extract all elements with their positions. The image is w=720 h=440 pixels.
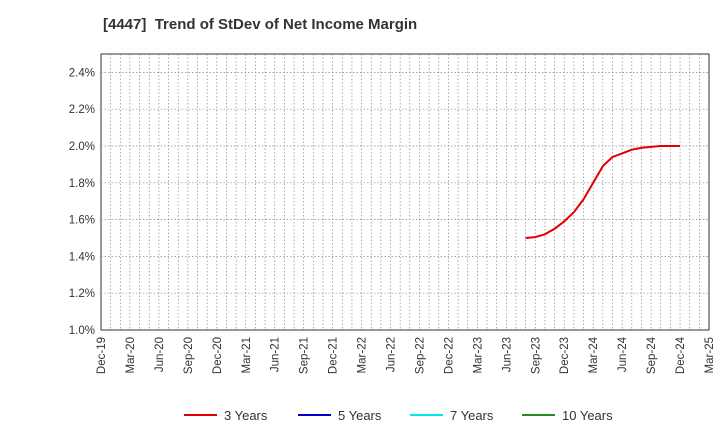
legend-label: 5 Years bbox=[338, 408, 382, 423]
y-axis-tick-labels: 1.0% 1.2% 1.4% 1.6% 1.8% 2.0% 2.2% 2.4% bbox=[69, 67, 95, 337]
x-tick-label: Dec-21 bbox=[328, 337, 340, 374]
y-tick-label: 2.2% bbox=[69, 104, 95, 116]
vertical-gridlines bbox=[110, 54, 700, 330]
x-tick-label: Mar-23 bbox=[472, 337, 484, 373]
x-tick-label: Jun-20 bbox=[154, 337, 166, 372]
x-tick-label: Mar-22 bbox=[357, 337, 369, 373]
x-tick-label: Mar-21 bbox=[241, 337, 253, 373]
plot-area bbox=[100, 53, 710, 331]
x-tick-label: Sep-24 bbox=[646, 336, 658, 374]
x-tick-label: Jun-24 bbox=[617, 336, 629, 372]
x-tick-label: Dec-20 bbox=[212, 337, 224, 374]
x-tick-label: Mar-24 bbox=[588, 336, 600, 373]
x-tick-label: Sep-20 bbox=[183, 337, 195, 374]
x-tick-label: Mar-20 bbox=[125, 337, 137, 373]
x-tick-label: Sep-21 bbox=[299, 337, 311, 374]
x-tick-label: Jun-23 bbox=[501, 337, 513, 372]
y-tick-label: 1.2% bbox=[69, 288, 95, 300]
y-tick-label: 1.4% bbox=[69, 251, 95, 263]
y-tick-label: 1.6% bbox=[69, 215, 95, 227]
x-tick-label: Jun-22 bbox=[386, 337, 398, 372]
y-tick-label: 2.0% bbox=[69, 141, 95, 153]
x-tick-label: Dec-24 bbox=[675, 336, 687, 374]
series-line bbox=[525, 145, 680, 239]
chart-title: [4447] Trend of StDev of Net Income Marg… bbox=[103, 16, 418, 33]
y-tick-label: 2.4% bbox=[69, 67, 95, 79]
x-tick-label: Sep-23 bbox=[530, 337, 542, 374]
x-tick-label: Mar-25 bbox=[704, 337, 716, 373]
y-tick-label: 1.8% bbox=[69, 178, 95, 190]
x-axis-tick-labels: Dec-19 Mar-20 Jun-20 Sep-20 Dec-20 Mar-21 Jun-… bbox=[96, 336, 716, 374]
x-tick-label: Dec-22 bbox=[443, 337, 455, 374]
legend: 3 Years 5 Years 7 Years 10 Years bbox=[184, 408, 613, 423]
y-tick-label: 1.0% bbox=[69, 325, 95, 337]
x-tick-label: Sep-22 bbox=[414, 337, 426, 374]
legend-label: 10 Years bbox=[562, 408, 613, 423]
x-tick-label: Jun-21 bbox=[270, 337, 282, 372]
legend-label: 3 Years bbox=[224, 408, 268, 423]
x-tick-label: Dec-23 bbox=[559, 337, 571, 374]
legend-label: 7 Years bbox=[450, 408, 494, 423]
series-lines bbox=[525, 145, 680, 239]
x-tick-label: Dec-19 bbox=[96, 337, 108, 374]
